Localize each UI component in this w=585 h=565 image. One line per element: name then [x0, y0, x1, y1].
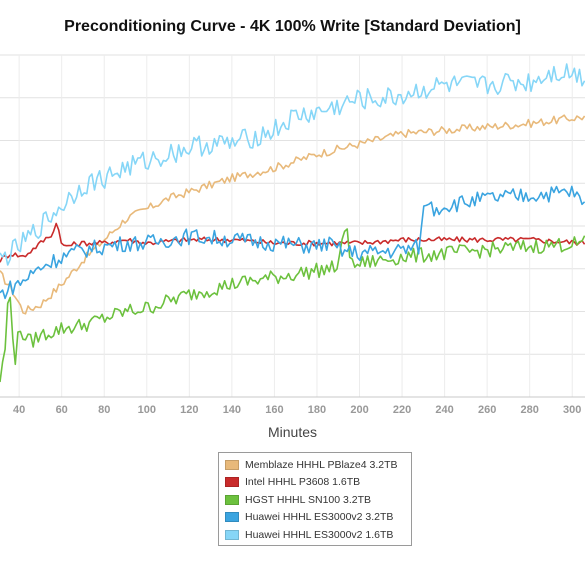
series-line-3 [0, 228, 585, 383]
grid-lines [0, 54, 585, 398]
legend-swatch [225, 494, 239, 505]
legend-swatch [225, 512, 239, 523]
x-tick-label: 60 [56, 404, 68, 416]
x-tick-labels: 40 60 80 100 120 140 160 180 200 220 240 260 280 300 [13, 404, 581, 416]
x-tick-label: 40 [13, 404, 25, 416]
x-tick-label: 140 [223, 404, 241, 416]
legend-item[interactable]: HGST HHHL SN100 3.2TB [225, 491, 405, 509]
x-tick-label: 120 [180, 404, 198, 416]
legend-label: Intel HHHL P3608 1.6TB [245, 476, 361, 489]
legend-item[interactable]: Huawei HHHL ES3000v2 3.2TB [225, 509, 405, 527]
x-axis-label: Minutes [267, 424, 318, 440]
legend-swatch [225, 529, 239, 540]
x-tick-label: 100 [138, 404, 156, 416]
plot-area: 40 60 80 100 120 140 160 180 200 220 240 260 280 300 [0, 54, 585, 416]
legend-label: Huawei HHHL ES3000v2 3.2TB [245, 511, 394, 524]
legend-swatch [225, 477, 239, 488]
x-tick-label: 300 [563, 404, 581, 416]
chart-title: Preconditioning Curve - 4K 100% Write [S… [64, 18, 521, 35]
series-layer [0, 63, 585, 383]
legend-label: Huawei HHHL ES3000v2 1.6TB [245, 528, 394, 541]
series-line-5 [0, 63, 585, 266]
x-tick-label: 260 [478, 404, 496, 416]
legend-label: Memblaze HHHL PBlaze4 3.2TB [245, 458, 398, 471]
x-tick-label: 200 [350, 404, 368, 416]
x-tick-label: 160 [265, 404, 283, 416]
x-tick-label: 280 [521, 404, 539, 416]
series-line-4 [0, 185, 585, 300]
legend-item[interactable]: Huawei HHHL ES3000v2 1.6TB [225, 526, 405, 544]
legend-swatch [225, 459, 239, 470]
legend-item[interactable]: Memblaze HHHL PBlaze4 3.2TB [225, 456, 405, 474]
x-tick-label: 220 [393, 404, 411, 416]
x-tick-label: 180 [308, 404, 326, 416]
x-tick-label: 240 [435, 404, 453, 416]
series-line-1 [0, 114, 585, 315]
legend-item[interactable]: Intel HHHL P3608 1.6TB [225, 474, 405, 492]
x-tick-label: 80 [98, 404, 110, 416]
series-line-2 [0, 222, 585, 263]
legend: Memblaze HHHL PBlaze4 3.2TB Intel HHHL P3… [218, 452, 412, 546]
legend-label: HGST HHHL SN100 3.2TB [245, 493, 372, 506]
